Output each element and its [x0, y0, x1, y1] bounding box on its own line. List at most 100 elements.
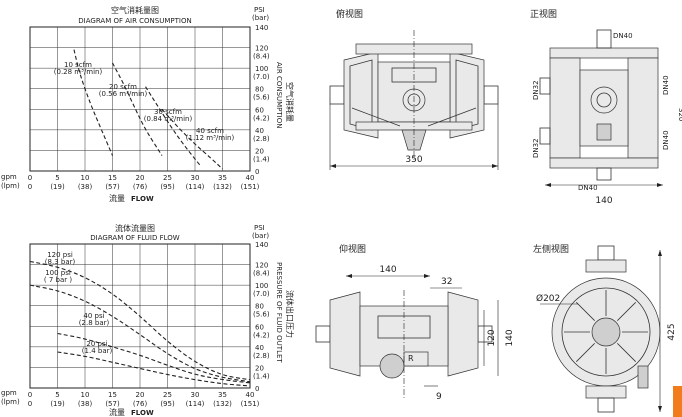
air-chart-ticks: 140120100806040200(8.4)(7.0)(5.6)(4.2)(2…	[28, 24, 270, 191]
air-chart-psi-label: PSI	[254, 6, 265, 14]
fluid-x-lpm-tick: (76)	[133, 400, 148, 408]
air-x-gpm-tick: 5	[55, 174, 59, 182]
air-chart-xlabel-en: FLOW	[131, 195, 154, 203]
air-x-lpm-tick: (95)	[160, 183, 175, 191]
fluid-flow-chart: 流体流量图 DIAGRAM OF FLUID FLOW PSI (bar) 14…	[1, 223, 295, 417]
air-chart-annotations: 10 scfm(0.28 m³/min) 20 scfm(0.56 m³/min)…	[54, 61, 235, 142]
air-y-bar-tick: (8.4)	[253, 53, 270, 61]
top-right-chamber-inner	[455, 59, 479, 131]
fluid-x-gpm-tick: 10	[81, 391, 90, 399]
fluid-annotation-line2: (8.3 bar)	[45, 258, 76, 266]
front-right-chamber	[627, 57, 659, 159]
front-view-label: 正视图	[530, 8, 557, 20]
air-y-tick: 80	[255, 86, 264, 94]
top-tie-rod-right	[427, 107, 477, 127]
air-chart-grid	[30, 27, 250, 171]
fluid-x-lpm-tick: (38)	[78, 400, 93, 408]
bottom-dim-140: 140	[379, 265, 396, 275]
front-bottom-manifold	[549, 157, 659, 169]
air-x-gpm-tick: 25	[163, 174, 172, 182]
fluid-chart-bar-label: (bar)	[252, 232, 269, 240]
fluid-chart-xlabel-en: FLOW	[131, 409, 154, 417]
fluid-y-tick: 140	[255, 241, 268, 249]
air-consumption-chart: 空气消耗量图 DIAGRAM OF AIR CONSUMPTION PSI (b…	[1, 5, 295, 203]
fluid-annotation-line1: 40 psi	[83, 312, 104, 320]
front-left-port-bottom	[539, 127, 551, 145]
air-y-bar-tick: (7.0)	[253, 73, 270, 81]
top-view-drawing: 俯视图 350	[329, 8, 499, 170]
air-chart-title-en: DIAGRAM OF AIR CONSUMPTION	[78, 17, 191, 25]
air-chart-right-label-en: AIR CONSUMPTION	[275, 62, 283, 129]
air-chart-bar-label: (bar)	[252, 14, 269, 22]
fluid-x-gpm-tick: 40	[246, 391, 255, 399]
fluid-x-gpm-tick: 15	[108, 391, 117, 399]
side-dim-dia: Ø202	[536, 293, 560, 304]
bottom-view-label: 仰视图	[339, 243, 366, 255]
air-x-lpm-tick: (38)	[78, 183, 93, 191]
air-series-line-4	[161, 108, 223, 170]
fluid-y-bar-tick: (2.8)	[253, 352, 270, 360]
air-chart-right-label-cn: 空气消耗量	[285, 82, 295, 122]
fluid-y-tick: 40	[255, 344, 264, 352]
side-muffler	[637, 365, 649, 389]
air-y-tick: 60	[255, 106, 264, 114]
air-annotation-line1: 20 scfm	[109, 83, 137, 91]
air-y-tick: 120	[255, 45, 268, 53]
fluid-y-bar-tick: (1.4)	[253, 372, 270, 380]
air-chart-gpm-label: gpm	[1, 173, 17, 181]
air-series-line-3	[145, 86, 201, 167]
side-chamber-rim	[561, 287, 651, 377]
air-y-bar-tick: (5.6)	[253, 94, 270, 102]
air-x-lpm-tick: (114)	[186, 183, 205, 191]
fluid-y-tick: 20	[255, 364, 264, 372]
fluid-chart-title-en: DIAGRAM OF FLUID FLOW	[90, 234, 180, 242]
top-view-label: 俯视图	[336, 8, 363, 20]
fluid-x-gpm-tick: 30	[191, 391, 200, 399]
fluid-x-gpm-tick: 20	[136, 391, 145, 399]
fluid-x-lpm-tick: (114)	[186, 400, 205, 408]
fluid-y-bar-tick: (7.0)	[253, 290, 270, 298]
fluid-chart-curves	[29, 260, 251, 387]
fluid-series-line-2	[29, 284, 251, 383]
fluid-annotation-line1: 120 psi	[47, 251, 73, 259]
fluid-x-gpm-tick: 25	[163, 391, 172, 399]
front-dn32-b: DN32	[532, 138, 540, 158]
fluid-annotation-line2: ( 7 bar )	[44, 276, 72, 284]
top-left-chamber	[343, 51, 379, 139]
fluid-series-line-4	[57, 351, 251, 387]
front-top-port	[596, 29, 612, 49]
bottom-dim-9: 9	[436, 392, 442, 402]
fluid-y-bar-tick: (4.2)	[253, 331, 270, 339]
fluid-y-bar-tick: (5.6)	[253, 311, 270, 319]
fluid-chart-title-cn: 流体流量图	[115, 223, 155, 233]
fluid-chart-ticks: 140120100806040200(8.4)(7.0)(5.6)(4.2)(2…	[28, 241, 270, 408]
accent-tab	[673, 386, 682, 417]
air-chart-curves	[73, 49, 223, 170]
fluid-chart-right-label-en: PRESSURE OF FLUID OUTLET	[275, 262, 283, 363]
air-annotation-line2: (0.84 m³/min)	[144, 115, 193, 123]
fluid-y-bar-tick: (8.4)	[253, 270, 270, 278]
bottom-left-chamber	[329, 291, 361, 377]
fluid-chart-right-label-cn: 流体出口压力	[285, 290, 295, 338]
side-dim-425: 425	[667, 323, 677, 340]
air-y-bar-tick: (4.2)	[253, 114, 270, 122]
air-y-tick: 20	[255, 147, 264, 155]
side-chamber-hub	[591, 317, 621, 347]
top-right-port	[483, 85, 499, 105]
front-view-drawing: 正视图 140 DN40 DN40 DN32 DN32 DN40 DN40 32…	[530, 8, 682, 206]
side-bottom-port	[597, 397, 615, 413]
air-series-line-1	[73, 49, 114, 156]
air-y-tick: 40	[255, 127, 264, 135]
air-y-bar-tick: (2.8)	[253, 135, 270, 143]
front-dim-side: 320	[677, 108, 682, 121]
top-tie-rod-left	[351, 107, 401, 127]
air-y-bar-tick: (1.4)	[253, 155, 270, 163]
air-annotation-line1: 30 scfm	[154, 108, 182, 116]
air-x-gpm-tick: 20	[136, 174, 145, 182]
fluid-chart-annotations: 120 psi(8.3 bar) 100 psi( 7 bar ) 40 psi(2…	[44, 251, 113, 355]
front-dn40-top: DN40	[613, 32, 633, 40]
air-x-lpm-tick: (19)	[50, 183, 65, 191]
side-chamber-rib	[617, 302, 636, 321]
air-annotation-line2: (1.12 m³/min)	[186, 134, 235, 142]
